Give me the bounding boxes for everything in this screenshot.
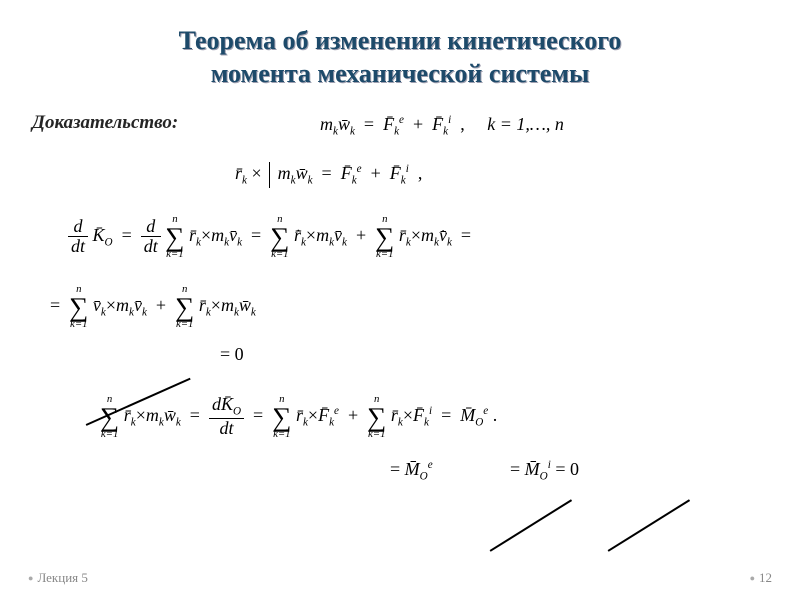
title-line-2: момента механической системы (211, 59, 590, 88)
equation-2: r̄k × mkw̄k = F̄ke + F̄ki , (235, 162, 422, 188)
equation-3: ddt K̄O = ddt n∑k=1 r̄k×mkv̄k = n∑k=1 r̄… (68, 214, 471, 260)
equation-1: mkw̄k = F̄ke + F̄ki , k = 1,…, n (320, 114, 564, 138)
footer-lecture: Лекция 5 (28, 570, 88, 586)
slide-title: Теорема об изменении кинетического момен… (0, 0, 800, 108)
equation-6a: = M̄Oe (390, 459, 433, 483)
slide-footer: Лекция 5 12 (0, 570, 800, 586)
formula-area: mkw̄k = F̄ke + F̄ki , k = 1,…, n r̄k × m… (0, 134, 800, 574)
title-line-1: Теорема об изменении кинетического (179, 26, 622, 55)
equation-5: n∑k=1 r̄k×mkw̄k = dK̄Odt = n∑k=1 r̄k×F̄k… (100, 394, 497, 440)
footer-page: 12 (750, 570, 772, 586)
equation-4: = n∑k=1 v̄k×mkv̄k + n∑k=1 r̄k×mkw̄k (50, 284, 256, 330)
strike-line (608, 499, 690, 551)
strike-line (490, 499, 572, 551)
equation-6b: = M̄Oi = 0 (510, 459, 579, 483)
equals-zero-1: = 0 (220, 344, 244, 365)
